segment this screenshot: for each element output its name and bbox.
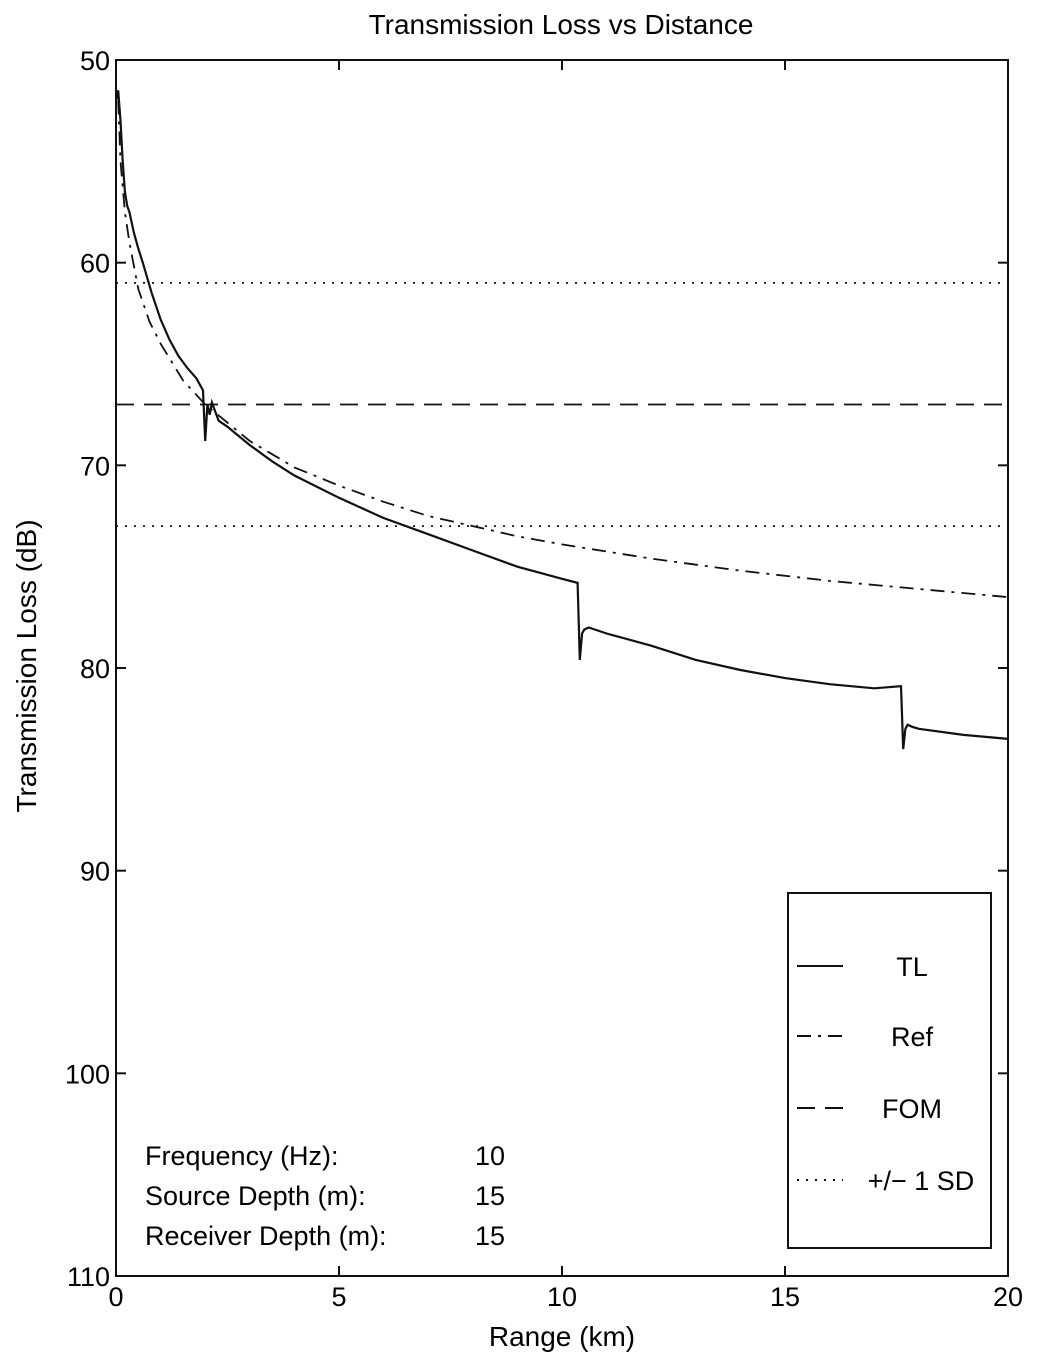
source-depth-value: 15 <box>475 1181 505 1211</box>
y-tick-label: 50 <box>80 46 110 76</box>
legend-label-tl: TL <box>896 952 928 982</box>
series-tl-line <box>114 90 1009 750</box>
y-tick-label: 90 <box>80 857 110 887</box>
info-block: Frequency (Hz): 10 Source Depth (m): 15 … <box>145 1141 505 1251</box>
chart-title: Transmission Loss vs Distance <box>369 9 754 40</box>
axis-ticks: 0 5 10 15 20 50 60 70 80 90 100 110 <box>65 46 1023 1312</box>
legend-label-fom: FOM <box>882 1094 942 1124</box>
y-tick-label: 80 <box>80 654 110 684</box>
x-tick-label: 15 <box>770 1282 800 1312</box>
legend-box <box>787 892 992 1249</box>
plot-marks <box>114 90 1009 750</box>
legend-label-sd: +/− 1 SD <box>868 1166 975 1196</box>
x-tick-label: 0 <box>108 1282 123 1312</box>
x-tick-label: 20 <box>993 1282 1023 1312</box>
y-tick-label: 70 <box>80 451 110 481</box>
series-ref-line <box>117 100 1009 598</box>
y-axis-label: Transmission Loss (dB) <box>11 519 42 812</box>
receiver-depth-label: Receiver Depth (m): <box>145 1221 387 1251</box>
frequency-value: 10 <box>475 1141 505 1171</box>
x-tick-label: 5 <box>331 1282 346 1312</box>
source-depth-label: Source Depth (m): <box>145 1181 366 1211</box>
legend-label-ref: Ref <box>891 1022 934 1052</box>
receiver-depth-value: 15 <box>475 1221 505 1251</box>
frequency-label: Frequency (Hz): <box>145 1141 339 1171</box>
y-tick-label: 110 <box>67 1262 110 1292</box>
y-tick-label: 60 <box>80 249 110 279</box>
x-tick-label: 10 <box>547 1282 577 1312</box>
legend: TL Ref FOM +/− 1 SD <box>787 892 992 1249</box>
y-tick-label: 100 <box>65 1059 110 1089</box>
x-axis-label: Range (km) <box>489 1321 635 1352</box>
